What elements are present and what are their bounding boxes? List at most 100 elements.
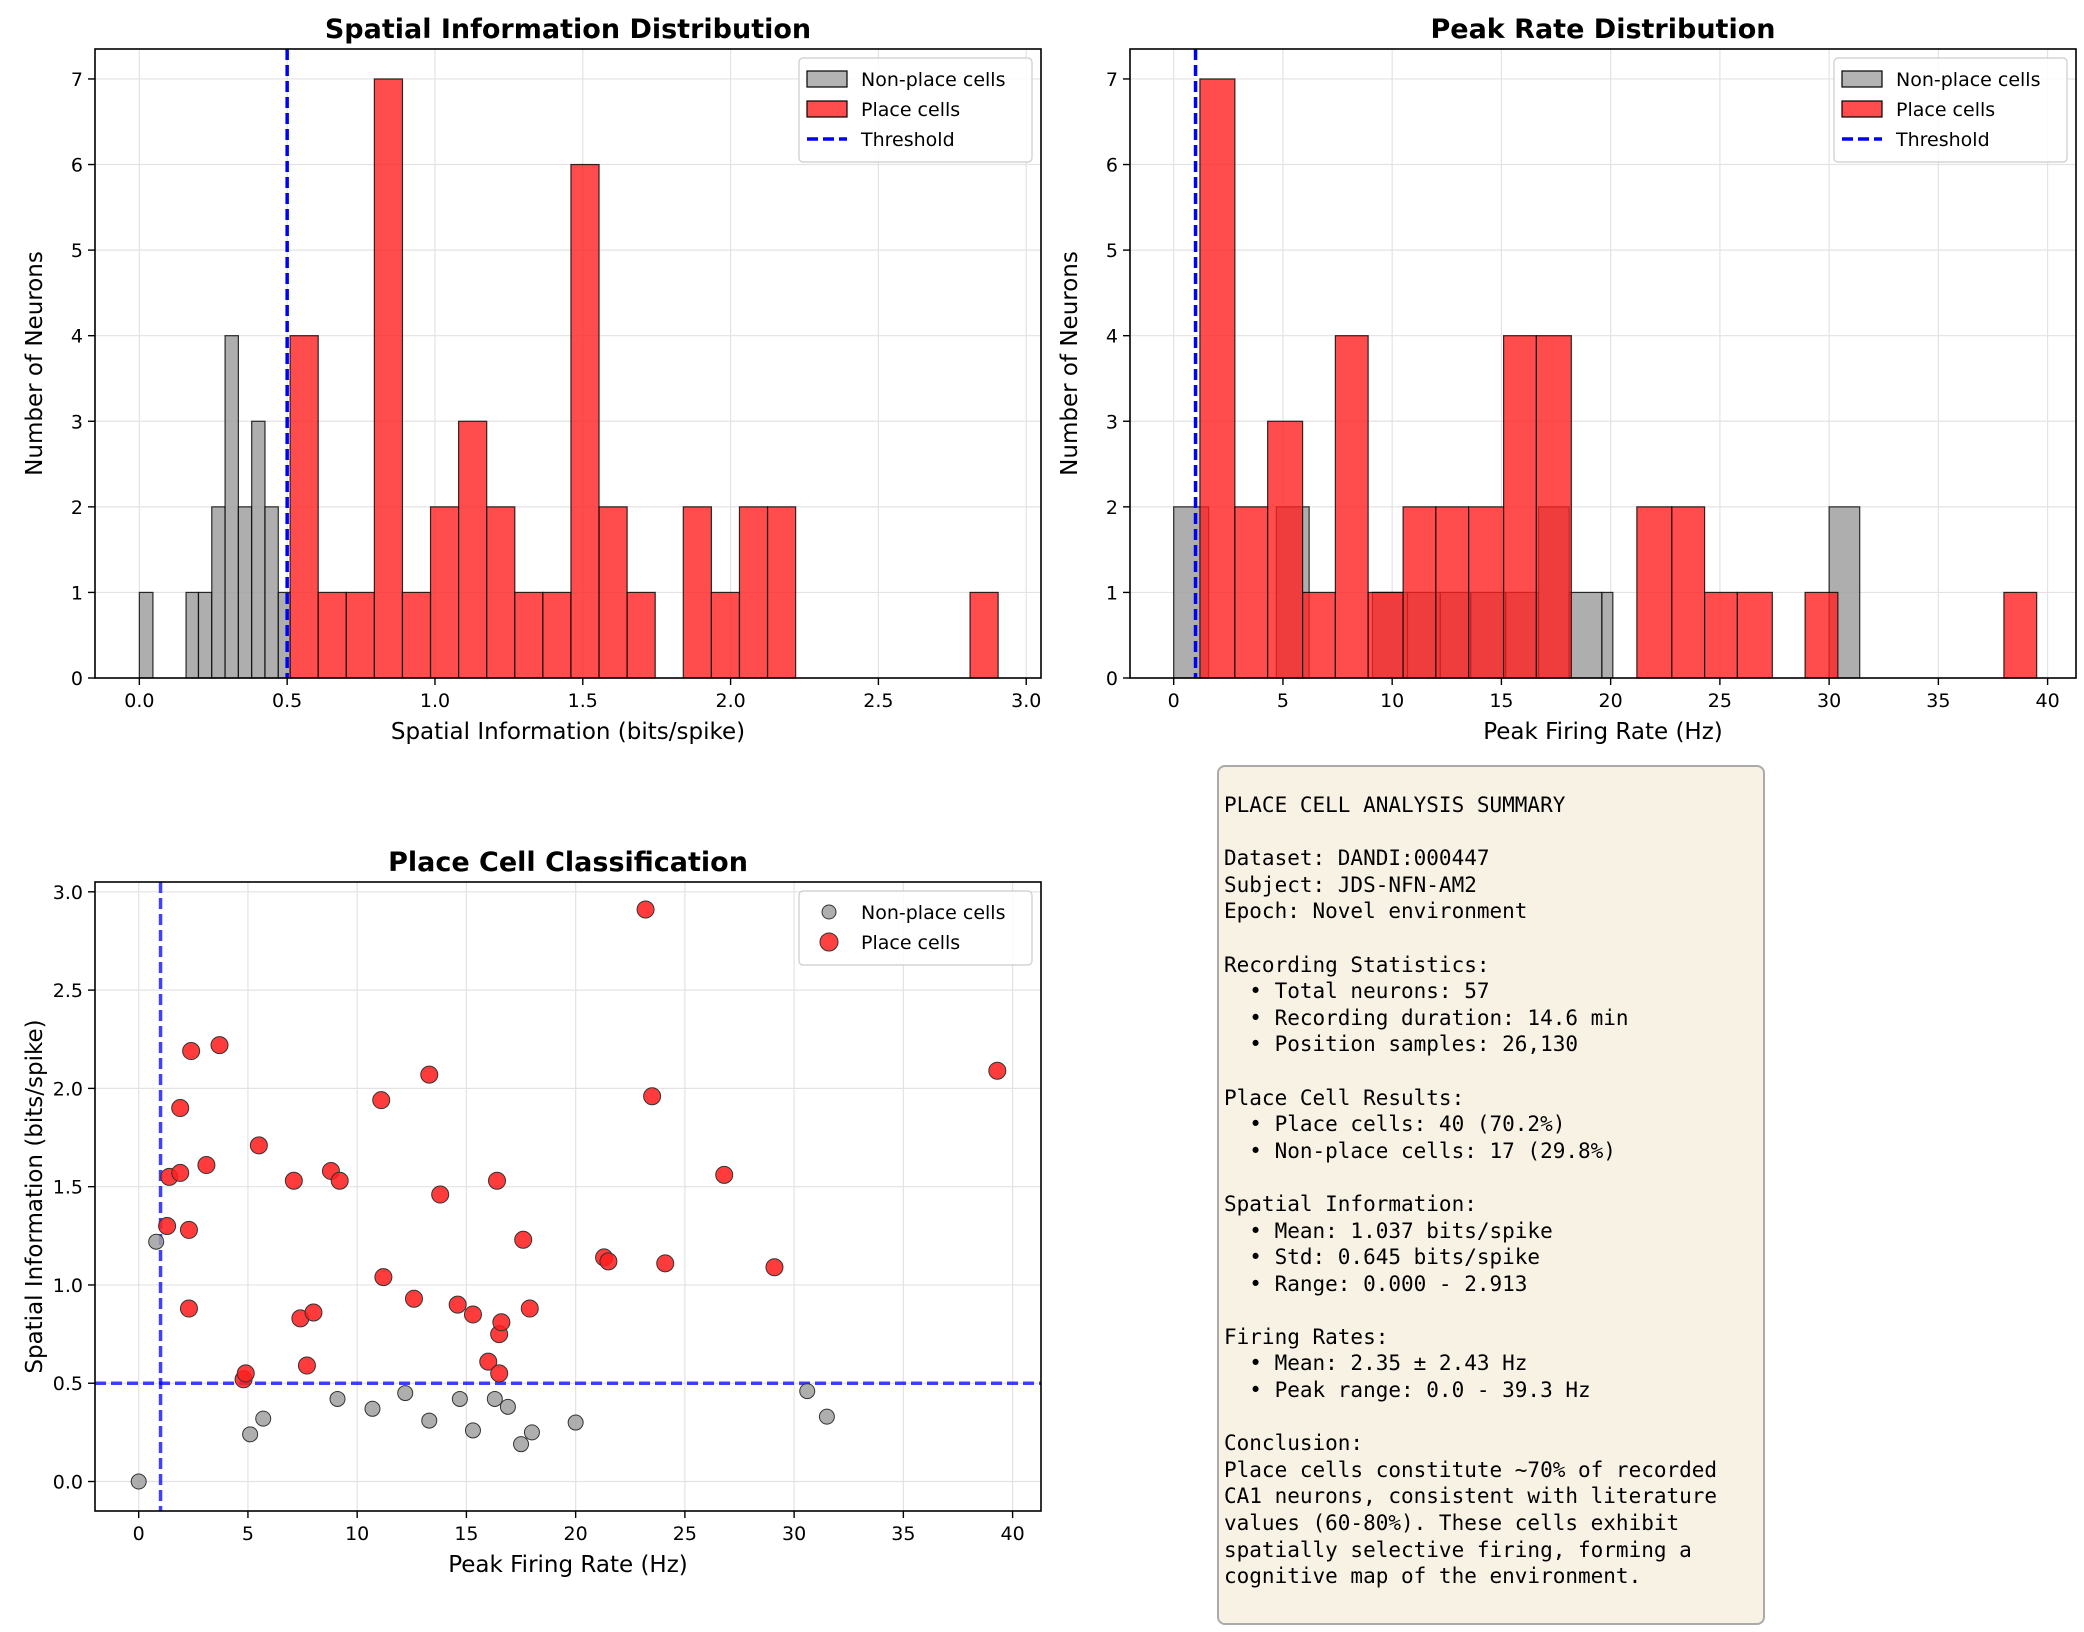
legend-label: Place cells xyxy=(861,932,960,954)
x-tick-label: 35 xyxy=(1926,690,1950,712)
bar-place xyxy=(514,591,544,679)
point-place xyxy=(463,1305,482,1324)
chart-title: Peak Rate Distribution xyxy=(1430,14,1775,45)
point-non-place xyxy=(818,1408,835,1425)
point-non-place xyxy=(242,1426,259,1443)
point-place xyxy=(643,1087,662,1106)
y-tick-label: 3.0 xyxy=(53,882,83,904)
summary-line: • Place cells: 40 (70.2%) xyxy=(1224,1112,1566,1137)
legend-label: Non-place cells xyxy=(1896,69,2041,91)
point-non-place xyxy=(799,1383,816,1400)
point-place xyxy=(171,1163,190,1182)
point-place xyxy=(236,1364,255,1383)
summary-text: PLACE CELL ANALYSIS SUMMARY Dataset: DAN… xyxy=(1224,792,1717,1590)
bar-place xyxy=(1334,335,1369,679)
y-axis-label: Spatial Information (bits/spike) xyxy=(22,1019,48,1373)
legend-box xyxy=(798,890,1033,966)
summary-line: • Range: 0.000 - 2.913 xyxy=(1224,1271,1528,1296)
bar-place xyxy=(1804,591,1839,679)
point-place xyxy=(297,1356,316,1375)
bar-place xyxy=(626,591,656,679)
point-non-place xyxy=(148,1233,165,1250)
bar-non-place xyxy=(251,420,266,679)
point-place xyxy=(765,1258,784,1277)
point-place xyxy=(330,1171,349,1190)
bar-place xyxy=(1671,506,1706,679)
x-tick-label: 0.5 xyxy=(272,690,302,712)
bar-place xyxy=(1234,506,1269,679)
bar-place xyxy=(682,506,712,679)
y-tick-label: 7 xyxy=(1106,69,1118,91)
x-tick-label: 35 xyxy=(891,1523,915,1545)
summary-line: Conclusion: xyxy=(1224,1431,1364,1456)
point-place xyxy=(420,1065,439,1084)
legend-label: Non-place cells xyxy=(861,69,1006,91)
point-place xyxy=(599,1252,618,1271)
summary-line: Firing Rates: xyxy=(1224,1324,1389,1349)
point-place xyxy=(479,1352,498,1371)
plot-frame xyxy=(94,48,1042,679)
point-place xyxy=(636,900,655,919)
point-non-place xyxy=(499,1398,516,1415)
y-tick-label: 0.5 xyxy=(53,1373,83,1395)
point-place xyxy=(284,1171,303,1190)
summary-line: Subject: JDS-NFN-AM2 xyxy=(1224,872,1477,897)
point-place xyxy=(490,1364,509,1383)
summary-line: Place Cell Results: xyxy=(1224,1085,1465,1110)
legend-swatch-non-place xyxy=(806,70,848,88)
point-place xyxy=(304,1303,323,1322)
bar-non-place xyxy=(264,506,279,679)
summary-line: • Position samples: 26,130 xyxy=(1224,1032,1579,1057)
bar-place xyxy=(345,591,375,679)
bar-non-place xyxy=(185,591,200,679)
bar-place xyxy=(1468,506,1505,679)
point-non-place xyxy=(130,1473,147,1490)
bar-place xyxy=(542,591,572,679)
bar-non-place xyxy=(1568,591,1603,679)
point-place xyxy=(179,1299,198,1318)
point-place xyxy=(520,1299,539,1318)
summary-line: • Mean: 1.037 bits/spike xyxy=(1224,1218,1553,1243)
point-non-place xyxy=(255,1410,272,1427)
point-non-place xyxy=(486,1390,503,1407)
bar-place xyxy=(1535,335,1572,679)
point-place xyxy=(179,1220,198,1239)
x-tick-label: 0 xyxy=(133,1523,145,1545)
x-tick-label: 1.5 xyxy=(568,690,598,712)
y-axis-label: Number of Neurons xyxy=(22,251,48,476)
y-tick-label: 6 xyxy=(71,155,83,177)
point-place xyxy=(715,1165,734,1184)
x-tick-label: 5 xyxy=(242,1523,254,1545)
y-tick-label: 0 xyxy=(71,668,83,690)
point-place xyxy=(374,1268,393,1287)
point-place xyxy=(197,1156,216,1175)
bar-place xyxy=(1435,506,1470,679)
x-tick-label: 20 xyxy=(564,1523,588,1545)
x-tick-label: 2.5 xyxy=(863,690,893,712)
y-tick-label: 6 xyxy=(1106,155,1118,177)
bar-non-place xyxy=(211,506,226,679)
bar-place xyxy=(401,591,432,679)
y-tick-label: 3 xyxy=(71,411,83,433)
summary-line: • Total neurons: 57 xyxy=(1224,979,1490,1004)
legend-box xyxy=(798,57,1033,163)
x-tick-label: 15 xyxy=(1489,690,1513,712)
bar-place xyxy=(598,506,628,679)
x-tick-label: 1.0 xyxy=(420,690,450,712)
summary-line: • Recording duration: 14.6 min xyxy=(1224,1005,1629,1030)
y-tick-label: 5 xyxy=(1106,240,1118,262)
point-place xyxy=(210,1036,229,1055)
chart-title: Spatial Information Distribution xyxy=(325,14,811,45)
bar-place xyxy=(1502,335,1537,679)
bar-place xyxy=(1402,506,1437,679)
plot-frame xyxy=(94,881,1042,1512)
legend-label: Place cells xyxy=(861,99,960,121)
summary-line: spatially selective firing, forming a xyxy=(1224,1537,1692,1562)
summary-line: Spatial Information: xyxy=(1224,1191,1477,1216)
y-tick-label: 2.0 xyxy=(53,1078,83,1100)
bar-place xyxy=(1636,506,1673,679)
x-tick-label: 10 xyxy=(1380,690,1404,712)
point-place xyxy=(171,1099,190,1118)
bar-non-place xyxy=(224,335,239,679)
